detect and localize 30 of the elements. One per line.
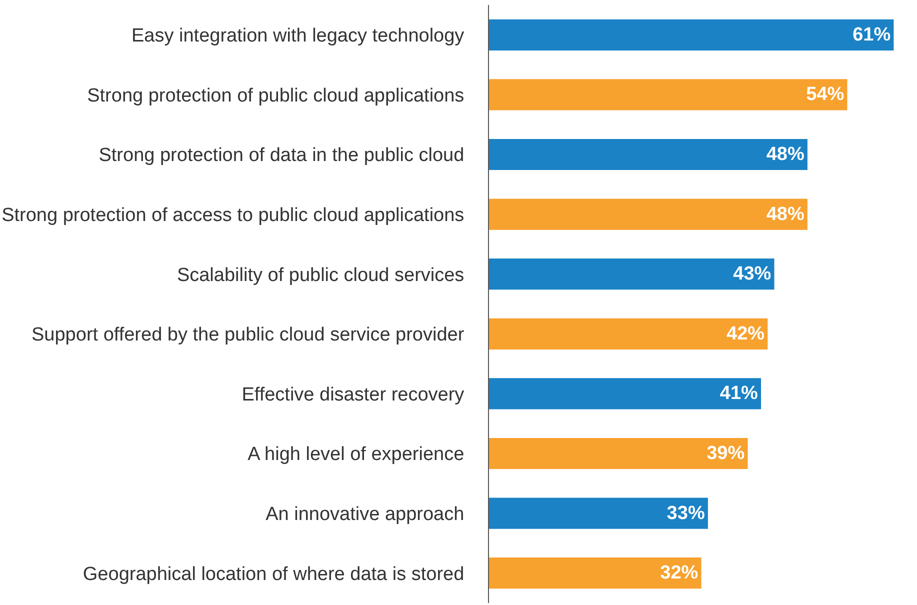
bar — [489, 258, 774, 290]
data-label: 41% — [720, 383, 758, 404]
bar — [489, 198, 808, 230]
bar — [489, 79, 848, 110]
data-label: 33% — [666, 502, 705, 524]
y-tick-label: Scalability of public cloud services — [176, 264, 464, 286]
y-tick-label: An innovative approach — [266, 504, 464, 525]
data-label: 48% — [766, 144, 804, 165]
data-label: 32% — [660, 562, 698, 584]
bar — [489, 558, 702, 589]
data-label: 43% — [733, 264, 772, 285]
data-label: 61% — [852, 24, 891, 46]
data-label: 42% — [726, 323, 765, 344]
y-tick-label: A high level of experience — [248, 444, 464, 466]
data-label: 48% — [766, 204, 804, 225]
y-tick-label: Strong protection of public cloud applications — [87, 85, 464, 106]
y-tick-label: Support offered by the public cloud service provider — [32, 324, 465, 346]
bar — [489, 318, 768, 350]
data-label: 54% — [806, 84, 844, 106]
bar — [489, 138, 808, 170]
y-tick-label: Strong protection of data in the public cloud — [98, 145, 464, 166]
y-tick-label: Strong protection of access to public cloud applications — [2, 204, 464, 226]
bar — [489, 378, 762, 410]
y-tick-label: Geographical location of where data is stored — [82, 564, 464, 585]
y-tick-label: Easy integration with legacy technology — [131, 26, 465, 47]
y-tick-label: Effective disaster recovery — [242, 384, 465, 406]
bar — [489, 498, 708, 529]
data-label: 39% — [706, 443, 745, 464]
bar — [489, 438, 748, 470]
bar — [489, 19, 894, 50]
